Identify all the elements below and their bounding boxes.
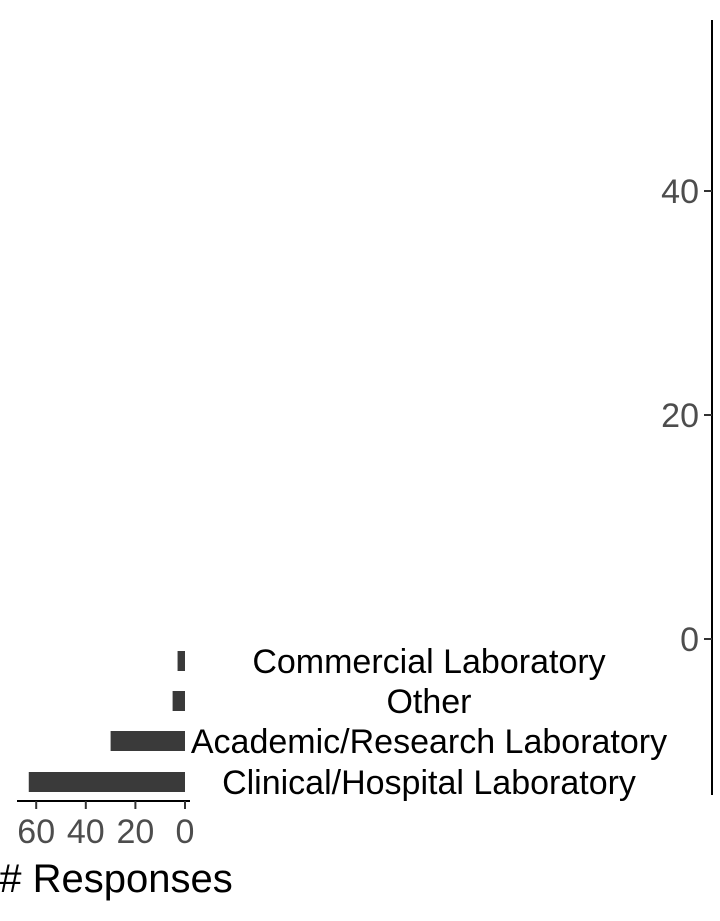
x-axis-ticks: 60 40 20 0 [17, 801, 194, 851]
right-axis-panel: 0 20 40 [661, 20, 713, 795]
bar-other [172, 691, 185, 711]
category-label: Clinical/Hospital Laboratory [222, 764, 636, 802]
right-y-tick-label: 40 [661, 173, 699, 211]
x-tick-label: 40 [67, 813, 105, 851]
bar-commercial-laboratory [177, 651, 185, 671]
x-tick-label: 0 [176, 813, 195, 851]
category-label: Academic/Research Laboratory [191, 723, 667, 761]
bar-clinical-hospital-laboratory [28, 772, 186, 792]
category-label: Other [386, 683, 471, 721]
category-label: Commercial Laboratory [252, 643, 605, 681]
x-tick-label: 60 [17, 813, 55, 851]
right-y-tick-label: 20 [661, 397, 699, 435]
bars [28, 651, 186, 792]
x-axis-title: # Responses [0, 857, 233, 901]
right-y-axis-ticks: 0 20 40 [661, 173, 712, 659]
bar-academic-research-laboratory [110, 731, 185, 751]
bar-chart-panel: Clinical/Hospital LaboratoryAcademic/Res… [0, 643, 667, 901]
category-labels: Clinical/Hospital LaboratoryAcademic/Res… [191, 643, 667, 802]
right-y-tick-label: 0 [680, 621, 699, 659]
x-tick-label: 20 [116, 813, 154, 851]
